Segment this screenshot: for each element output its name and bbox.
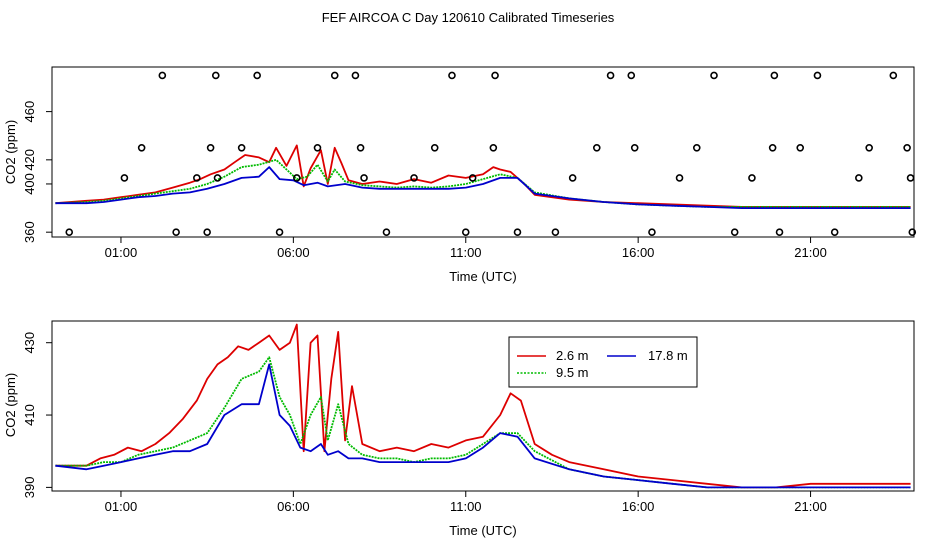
x-tick-label: 11:00: [450, 499, 482, 514]
y-tick-label: 390: [22, 477, 37, 499]
outlier-marker: [351, 71, 360, 80]
figure-title: FEF AIRCOA C Day 120610 Calibrated Times…: [322, 10, 615, 25]
outlier-marker: [568, 174, 577, 182]
top-x-axis-label: Time (UTC): [449, 269, 516, 284]
outlier-marker: [906, 174, 915, 182]
outlier-marker: [203, 228, 211, 236]
legend-label-2-6m: 2.6 m: [556, 348, 589, 363]
outlier-marker: [448, 71, 456, 80]
outlier-marker: [491, 71, 499, 80]
top-x-axis: 01:00 06:00 11:00 16:00 21:00: [105, 237, 827, 260]
outlier-marker: [513, 228, 522, 236]
top-panel: 01:00 06:00 11:00 16:00 21:00 360 400 420 460 T…: [3, 66, 917, 284]
top-series-lines: [55, 144, 911, 210]
outlier-marker: [775, 228, 784, 236]
bottom-x-axis: 01:00 06:00 11:00 16:00 21:00: [105, 491, 827, 514]
outlier-marker: [730, 228, 739, 236]
series-line-17-8-m: [55, 363, 911, 489]
outlier-marker: [692, 143, 701, 152]
legend: 2.6 m 9.5 m 17.8 m: [508, 336, 698, 388]
outlier-marker: [430, 143, 439, 152]
outlier-marker: [813, 71, 822, 80]
outlier-marker: [206, 143, 215, 152]
x-tick-label: 21:00: [794, 245, 827, 260]
outlier-marker: [461, 228, 470, 236]
outlier-marker: [592, 143, 601, 152]
outlier-marker: [768, 143, 777, 152]
outlier-marker: [903, 143, 911, 152]
outlier-marker: [360, 174, 368, 182]
outlier-marker: [293, 174, 301, 182]
outlier-marker: [65, 228, 74, 236]
y-tick-label: 410: [22, 404, 37, 426]
outlier-marker: [137, 143, 146, 152]
outlier-marker: [855, 174, 863, 182]
y-tick-label: 400: [22, 173, 37, 195]
top-y-axis-label: CO2 (ppm): [3, 120, 18, 184]
outlier-marker: [606, 71, 615, 80]
bottom-y-axis-label: CO2 (ppm): [3, 373, 18, 437]
x-tick-label: 01:00: [105, 245, 138, 260]
x-tick-label: 06:00: [277, 499, 310, 514]
x-tick-label: 21:00: [794, 499, 827, 514]
outlier-marker: [410, 174, 418, 182]
outlier-marker: [330, 71, 339, 80]
outlier-marker: [627, 71, 636, 80]
outlier-marker: [120, 174, 129, 182]
x-tick-label: 06:00: [277, 245, 310, 260]
legend-label-9-5m: 9.5 m: [556, 365, 589, 380]
outlier-marker: [382, 228, 391, 236]
legend-label-17-8m: 17.8 m: [648, 348, 688, 363]
outlier-marker: [796, 143, 805, 152]
outlier-marker: [889, 71, 898, 80]
outlier-marker: [551, 228, 560, 236]
bottom-x-axis-label: Time (UTC): [449, 523, 516, 538]
outlier-marker: [710, 71, 718, 80]
bottom-panel: 01:00 06:00 11:00 16:00 21:00 390 410 430 Time…: [3, 320, 915, 538]
x-tick-label: 16:00: [622, 499, 655, 514]
outlier-marker: [158, 71, 167, 80]
outlier-marker: [865, 143, 873, 152]
y-tick-label: 360: [22, 221, 37, 243]
outlier-marker: [172, 228, 180, 236]
outlier-marker: [237, 143, 246, 152]
top-outlier-markers: [65, 71, 917, 236]
x-tick-label: 16:00: [622, 245, 655, 260]
series-line-2-6-m: [55, 144, 911, 208]
outlier-marker: [211, 71, 220, 80]
top-plot-frame: [51, 66, 915, 238]
outlier-marker: [675, 174, 684, 182]
outlier-marker: [830, 228, 839, 236]
series-line-9-5-m: [55, 356, 911, 489]
bottom-plot-frame: [51, 320, 915, 492]
outlier-marker: [356, 143, 365, 152]
outlier-marker: [193, 174, 201, 182]
y-tick-label: 460: [22, 101, 37, 123]
bottom-series-lines: [55, 323, 911, 489]
y-tick-label: 430: [22, 332, 37, 354]
outlier-marker: [630, 143, 639, 152]
outlier-marker: [313, 143, 322, 152]
outlier-marker: [468, 174, 477, 182]
y-tick-label: 420: [22, 149, 37, 171]
x-tick-label: 01:00: [105, 499, 138, 514]
outlier-marker: [489, 143, 498, 152]
outlier-marker: [908, 228, 917, 236]
top-y-axis: 360 400 420 460: [22, 101, 52, 243]
legend-box: [508, 336, 698, 388]
series-line-2-6-m: [55, 323, 911, 489]
outlier-marker: [648, 228, 656, 236]
outlier-marker: [253, 71, 261, 80]
bottom-y-axis: 390 410 430: [22, 332, 52, 498]
outlier-marker: [275, 228, 284, 236]
series-line-17-8-m: [55, 166, 911, 210]
outlier-marker: [770, 71, 779, 80]
x-tick-label: 11:00: [450, 245, 482, 260]
outlier-marker: [213, 174, 222, 182]
outlier-marker: [748, 174, 756, 182]
